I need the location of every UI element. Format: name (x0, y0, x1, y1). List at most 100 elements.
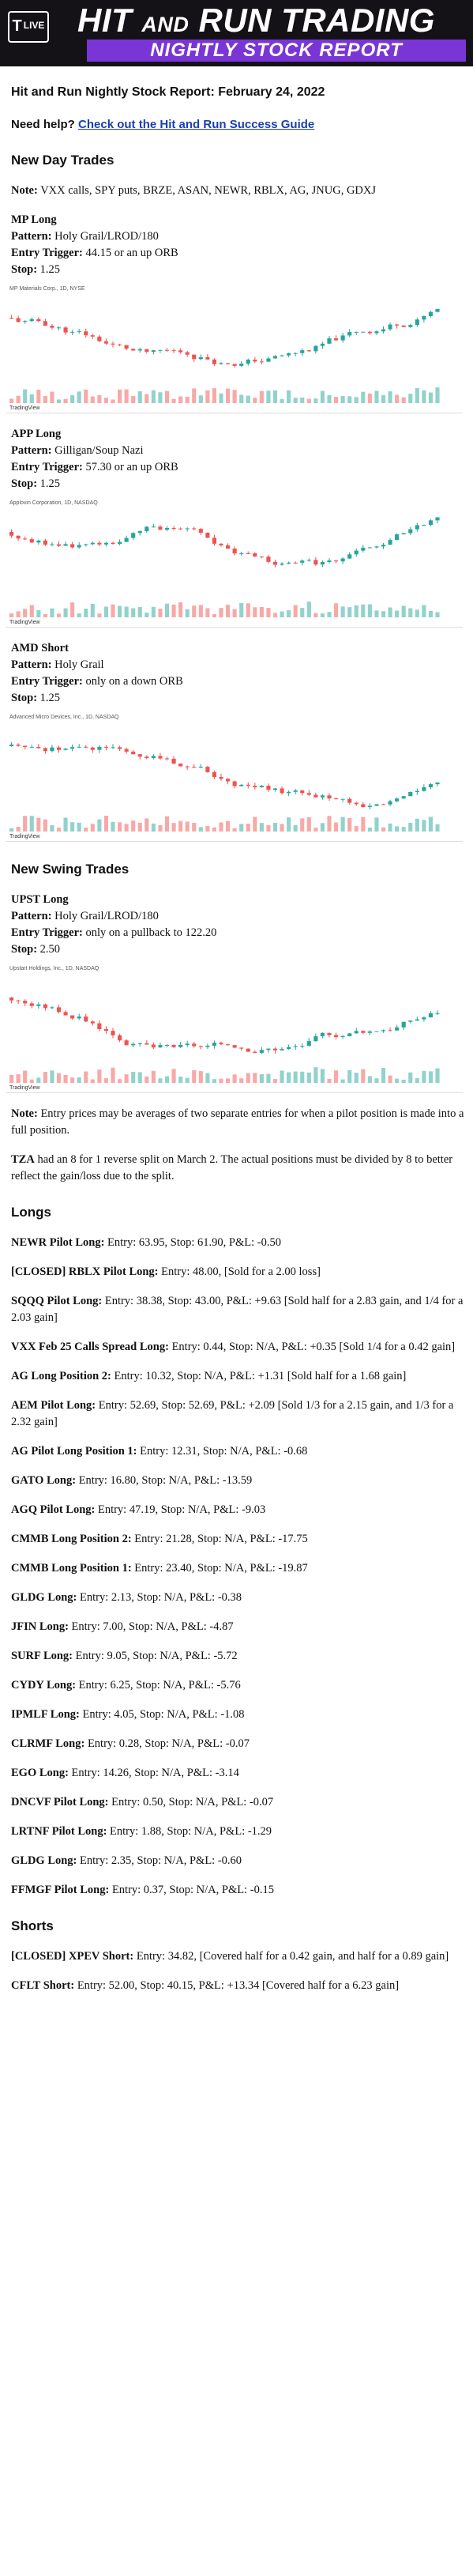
trade-trigger-value: 57.30 or an up ORB (85, 461, 178, 473)
volume-bar (205, 1073, 210, 1083)
candle-body (97, 1023, 102, 1029)
position-detail: Entry: 63.95, Stop: 61.90, P&L: -0.50 (107, 1236, 281, 1249)
candle-body (9, 318, 14, 319)
volume-bar (266, 390, 271, 403)
position-name: CYDY Long: (11, 1679, 79, 1692)
candle-body (266, 556, 271, 562)
volume-bar (198, 827, 203, 832)
volume-bar (158, 1078, 163, 1083)
volume-bar (428, 1071, 434, 1083)
candle-body (408, 1020, 413, 1022)
candle-body (205, 356, 210, 360)
candle-body (70, 747, 75, 749)
candle-body (287, 1047, 291, 1050)
volume-bar (212, 1079, 217, 1083)
candle-body (103, 746, 109, 748)
candle-body (334, 1035, 339, 1038)
volume-bar (205, 390, 210, 403)
position-name: JFIN Long: (11, 1620, 72, 1633)
volume-bar (50, 391, 54, 403)
volume-bar (192, 823, 197, 832)
long-position: JFIN Long: Entry: 7.00, Stop: N/A, P&L: … (11, 1619, 465, 1635)
banner-title: HIT AND RUN TRADING (77, 2, 435, 39)
volume-bar (306, 817, 311, 832)
volume-bar (205, 608, 210, 617)
long-position: GLDG Long: Entry: 2.13, Stop: N/A, P&L: … (11, 1590, 465, 1606)
chart-footer: TradingView (9, 620, 40, 625)
candle-body (185, 528, 190, 530)
position-name: AGQ Pilot Long: (11, 1503, 98, 1516)
volume-bar (171, 398, 176, 403)
volume-bar (381, 611, 386, 617)
banner-subtitle: NIGHTLY STOCK REPORT (87, 40, 466, 62)
long-position: AEM Pilot Long: Entry: 52.69, Stop: 52.6… (11, 1397, 465, 1431)
volume-bar (435, 612, 440, 617)
volume-bar (137, 1072, 142, 1083)
tza-note: TZA had an 8 for 1 reverse split on Marc… (11, 1153, 453, 1182)
candle-body (205, 532, 210, 538)
volume-bar (178, 1077, 183, 1083)
candle-body (367, 805, 372, 808)
volume-bar (401, 1079, 406, 1083)
candle-body (219, 776, 223, 779)
candle-body (205, 1045, 210, 1047)
trade-trigger-label: Entry Trigger: (11, 926, 86, 939)
volume-bar (137, 607, 142, 617)
candle-body (422, 524, 426, 526)
candlestick-chart (9, 997, 440, 1083)
candle-body (118, 747, 122, 749)
trade-trigger-label: Entry Trigger: (11, 675, 86, 688)
volume-bar (340, 1079, 345, 1083)
volume-bar (219, 822, 223, 832)
volume-bar (226, 605, 231, 617)
volume-bar (84, 389, 88, 403)
volume-bar (435, 387, 440, 403)
volume-bar (367, 604, 372, 617)
candle-body (381, 545, 386, 547)
volume-bar (239, 824, 244, 832)
volume-bar (151, 606, 156, 617)
volume-bar (280, 611, 284, 617)
volume-bar (259, 390, 264, 403)
longs-list: NEWR Pilot Long: Entry: 63.95, Stop: 61.… (11, 1235, 465, 1899)
candle-body (327, 795, 332, 799)
volume-bar (56, 399, 62, 403)
volume-bar (36, 390, 41, 403)
volume-bar (408, 394, 413, 403)
success-guide-link[interactable]: Check out the Hit and Run Success Guide (78, 118, 315, 131)
position-detail: Entry: 12.31, Stop: N/A, P&L: -0.68 (140, 1445, 308, 1458)
candle-body (90, 747, 95, 750)
volume-bar (50, 608, 54, 617)
volume-bar (9, 1074, 14, 1083)
candle-body (131, 1043, 136, 1046)
volume-bar (306, 1072, 311, 1083)
candle-body (56, 544, 62, 546)
volume-bar (306, 398, 311, 403)
volume-bar (97, 613, 102, 617)
candle-body (422, 315, 426, 320)
volume-bar (287, 390, 291, 403)
candle-body (334, 798, 339, 800)
candle-body (320, 343, 325, 346)
volume-bar (415, 818, 419, 832)
volume-bar (246, 823, 250, 832)
position-detail: Entry: 38.38, Stop: 43.00, P&L: +9.63 [S… (11, 1295, 464, 1324)
candle-body (259, 556, 264, 558)
candle-body (56, 1007, 62, 1013)
volume-bar (158, 609, 163, 617)
volume-bar (131, 1071, 136, 1083)
position-detail: Entry: 21.28, Stop: N/A, P&L: -17.75 (134, 1533, 308, 1545)
position-detail: Entry: 52.69, Stop: 52.69, P&L: +2.09 [S… (11, 1399, 454, 1428)
trade-trigger-value: only on a down ORB (85, 675, 183, 688)
candle-body (226, 363, 231, 364)
volume-bar (77, 391, 81, 403)
volume-bar (334, 1070, 339, 1083)
candle-body (70, 331, 75, 333)
volume-bar (327, 394, 332, 403)
position-name: AG Pilot Long Position 1: (11, 1445, 141, 1458)
candle-body (111, 747, 115, 749)
volume-bar (232, 390, 237, 403)
candle-body (361, 331, 366, 333)
candle-body (16, 535, 21, 539)
position-name: [CLOSED] RBLX Pilot Long: (11, 1265, 162, 1278)
